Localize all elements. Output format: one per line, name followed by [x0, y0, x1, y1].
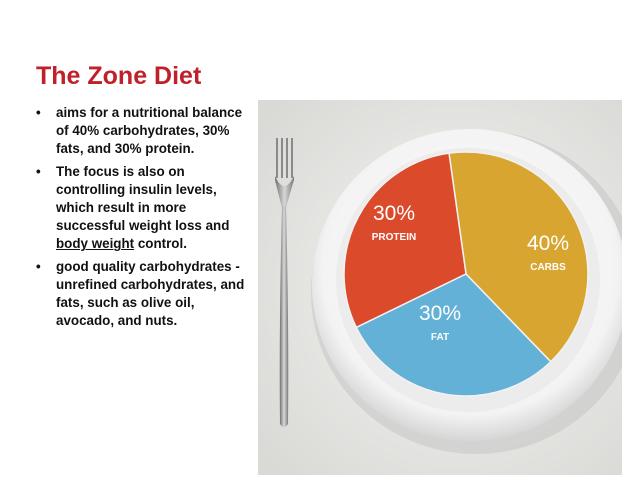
slide-title: The Zone Diet [36, 62, 202, 90]
bullet-dot-icon: • [36, 258, 41, 274]
bullet-list: • aims for a nutritional balance of 40% … [36, 104, 246, 334]
pie-name-label-fat: FAT [431, 332, 449, 343]
plate-photo: 40% CARBS 30% PROTEIN 30% FAT [258, 100, 622, 475]
bullet-item: • good quality carbohydrates - unrefined… [36, 258, 246, 331]
bullet-text-before-link: The focus is also on controlling insulin… [56, 163, 230, 234]
pie-percent-label-carbs: 40% [527, 232, 569, 255]
bullet-item: • aims for a nutritional balance of 40% … [36, 104, 246, 159]
pie-labels: 40% CARBS 30% PROTEIN 30% FAT [372, 202, 569, 343]
macronutrient-pie [343, 151, 589, 397]
bullet-text: good quality carbohydrates - unrefined c… [56, 258, 245, 329]
plate-illustration: 40% CARBS 30% PROTEIN 30% FAT [258, 100, 622, 475]
pie-slice-protein [343, 152, 467, 329]
bullet-dot-icon: • [36, 105, 41, 120]
fork-icon [275, 138, 294, 427]
pie-name-label-carbs: CARBS [530, 262, 566, 273]
pie-name-label-protein: PROTEIN [372, 232, 416, 243]
pie-slice-carbs [448, 151, 589, 363]
bullet-text-after-link: control. [134, 236, 187, 252]
pie-percent-label-fat: 30% [419, 302, 461, 325]
bullet-item: • The focus is also on controlling insul… [36, 163, 246, 254]
pie-percent-label-protein: 30% [373, 202, 415, 225]
bullet-dot-icon: • [36, 163, 41, 179]
pie-slice-fat [355, 273, 552, 397]
bullet-text: aims for a nutritional balance of 40% ca… [56, 105, 243, 157]
body-weight-link[interactable]: body weight [56, 236, 135, 252]
